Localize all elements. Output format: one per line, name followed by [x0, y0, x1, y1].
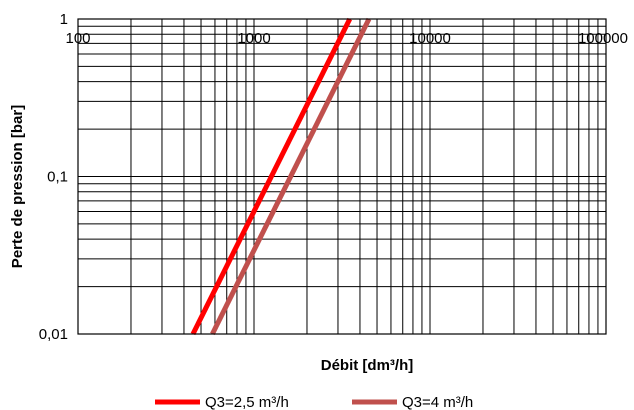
- y-tick-label: 0,01: [39, 326, 68, 343]
- x-tick-label: 100: [65, 30, 90, 47]
- y-tick-label: 1: [60, 11, 68, 28]
- series-lines: [190, 17, 372, 336]
- series-line-1: [190, 17, 352, 336]
- legend: Q3=2,5 m³/h Q3=4 m³/h: [155, 394, 473, 410]
- x-axis-ticks: 100 1000 10000 100000: [65, 30, 628, 47]
- legend-label-1: Q3=2,5 m³/h: [205, 394, 289, 410]
- legend-label-2: Q3=4 m³/h: [402, 394, 473, 410]
- x-tick-label: 100000: [578, 30, 628, 47]
- plot-frame: [77, 18, 607, 335]
- x-tick-label: 10000: [409, 30, 451, 47]
- x-axis-title: Débit [dm³/h]: [321, 357, 413, 374]
- series-line-2: [210, 17, 372, 336]
- x-tick-label: 1000: [237, 30, 270, 47]
- grid: [77, 19, 606, 335]
- y-axis-title: Perte de pression [bar]: [9, 105, 26, 268]
- y-axis-ticks: 0,01 0,1 1: [39, 11, 68, 343]
- y-tick-label: 0,1: [47, 169, 68, 186]
